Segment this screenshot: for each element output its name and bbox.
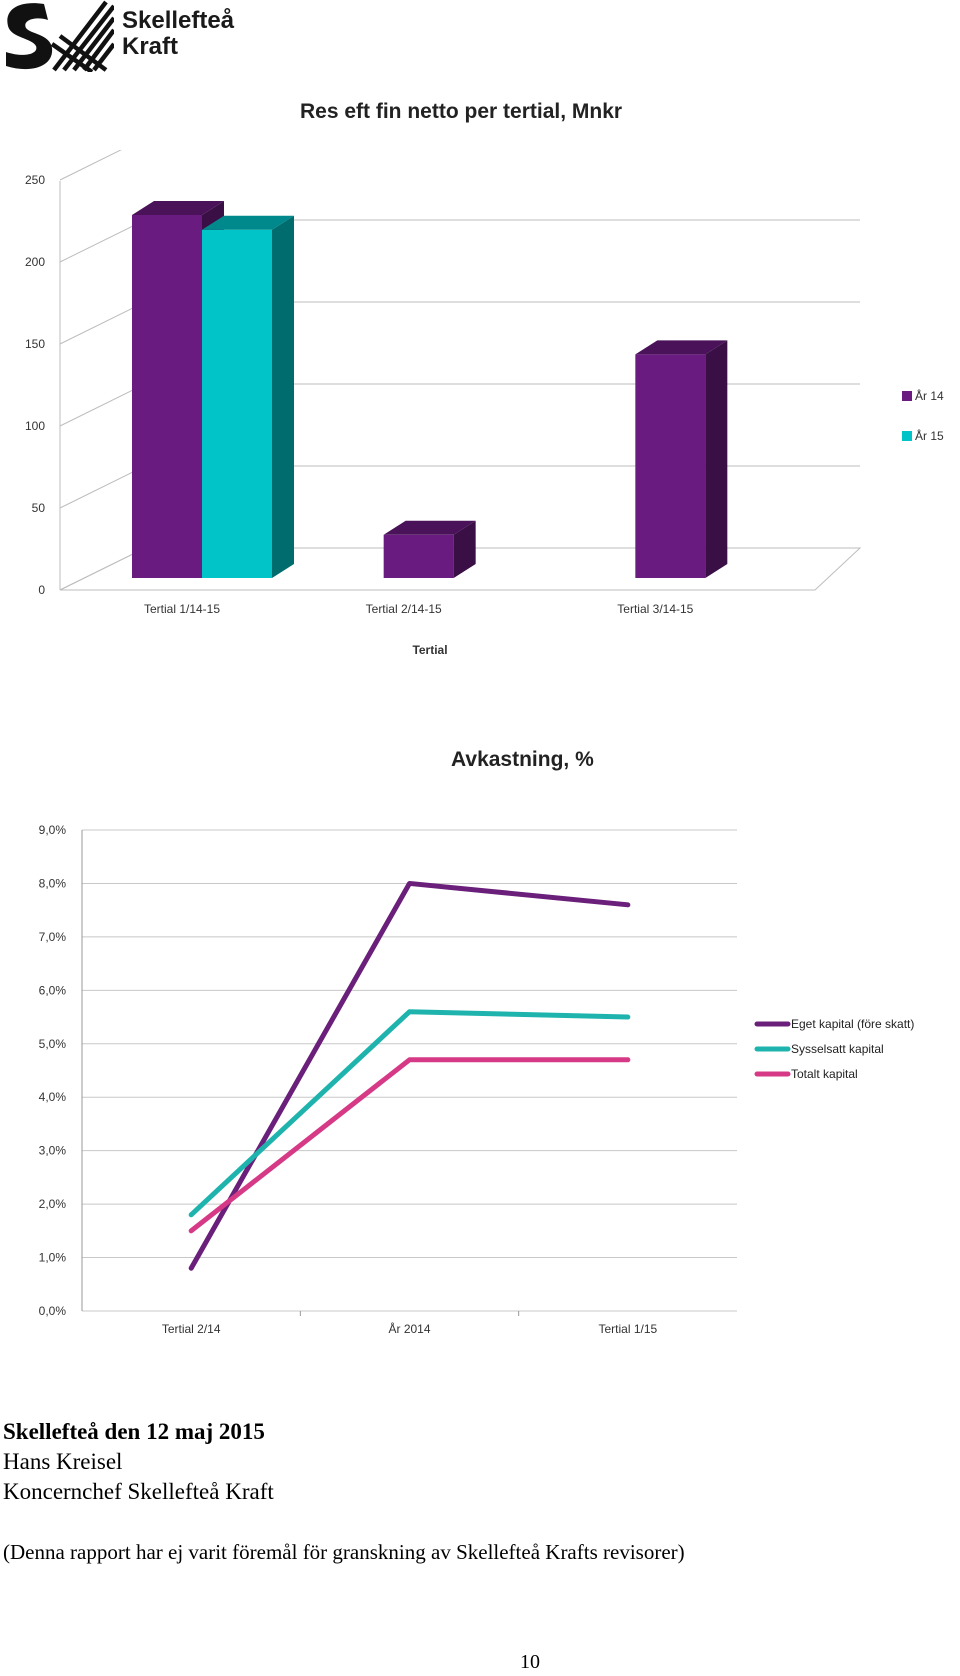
bar-legend-label: År 15 [915, 428, 944, 443]
line-x-tick-label: Tertial 1/15 [598, 1322, 657, 1336]
bar-legend-swatch [902, 431, 912, 441]
signatory-role: Koncernchef Skellefteå Kraft [3, 1479, 274, 1504]
logo-text-line1: Skellefteå [122, 7, 235, 34]
line-x-tick-label: Tertial 2/14 [162, 1322, 221, 1336]
line-chart-title: Avkastning, % [451, 748, 594, 771]
bar-x-tick-label: Tertial 3/14-15 [617, 602, 693, 616]
signatory-name: Hans Kreisel [3, 1449, 123, 1474]
bar-legend-swatch [902, 391, 912, 401]
line-point [408, 1058, 411, 1062]
bar-y-tick-label: 150 [25, 337, 45, 351]
bar-chart-title: Res eft fin netto per tertial, Mnkr [300, 100, 623, 123]
line-chart: 0,0% 1,0% 2,0% 3,0% 4,0% 5,0% 6,0% 7,0% 8,0% 9,0%… [39, 823, 915, 1336]
bar-front [383, 534, 454, 578]
line-point [626, 1015, 630, 1019]
line-series-1 [188, 1009, 631, 1218]
bar-chart: 0 50 100 150 200 250 Tertial 1/14-15 Tertial 2/… [25, 150, 944, 657]
bar-grid-diagonal [59, 465, 146, 509]
line-y-tick-label: 4,0% [39, 1090, 67, 1104]
bar-grid-diagonal [59, 383, 146, 427]
bar-y-tick-label: 0 [38, 583, 45, 597]
bar-x-tick-label: Tertial 1/14-15 [144, 602, 220, 616]
bar-front [635, 354, 706, 578]
line-point [626, 903, 630, 907]
line-point [189, 1266, 193, 1270]
bar-2-0 [635, 340, 728, 578]
line-y-tick-label: 7,0% [39, 930, 67, 944]
bar-y-tick-label: 250 [25, 173, 45, 187]
bar-grid-diagonal [59, 219, 146, 263]
line-point [408, 1010, 411, 1014]
bar-side [705, 340, 728, 578]
line-y-tick-label: 6,0% [39, 983, 67, 997]
bar-top [202, 215, 294, 230]
line-y-tick-label: 0,0% [39, 1304, 67, 1318]
bar-y-tick-label: 50 [32, 501, 46, 515]
line-y-tick-label: 1,0% [39, 1251, 67, 1265]
bar-1-0 [383, 520, 476, 578]
review-note: (Denna rapport har ej varit föremål för … [3, 1540, 685, 1564]
bar-side [453, 520, 476, 578]
bar-y-tick-label: 100 [25, 419, 45, 433]
line-legend-label: Totalt kapital [791, 1067, 858, 1081]
line-series-0 [188, 880, 631, 1271]
bar-grid-diagonal [59, 150, 122, 181]
line-legend-label: Eget kapital (före skatt) [791, 1017, 914, 1031]
bar-grid-diagonal [59, 301, 146, 345]
line-point [626, 1058, 630, 1062]
bar-y-tick-label: 200 [25, 255, 45, 269]
bar-front [132, 215, 202, 578]
page-number: 10 [520, 1651, 540, 1673]
bar-top [383, 520, 476, 535]
line-point [189, 1213, 193, 1217]
bar-x-axis-title: Tertial [412, 643, 447, 657]
company-logo: Skellefteå Kraft [2, 0, 262, 74]
line-point [408, 881, 411, 885]
logo-mark-icon [6, 0, 116, 74]
bar-0-1 [202, 215, 294, 578]
bar-top [635, 340, 728, 355]
line-y-tick-label: 9,0% [39, 823, 67, 837]
line-series-2 [188, 1057, 631, 1234]
bar-x-tick-label: Tertial 2/14-15 [366, 602, 442, 616]
bar-legend-label: År 14 [915, 388, 944, 403]
line-y-tick-label: 3,0% [39, 1144, 67, 1158]
bar-side [272, 215, 294, 578]
line-x-tick-label: År 2014 [388, 1321, 430, 1336]
logo-text-line2: Kraft [122, 33, 179, 60]
place-date: Skellefteå den 12 maj 2015 [3, 1419, 265, 1444]
line-legend-label: Sysselsatt kapital [791, 1042, 884, 1056]
bar-front [202, 229, 272, 578]
line-point [189, 1229, 193, 1233]
bar-top [132, 201, 224, 215]
line-y-tick-label: 2,0% [39, 1197, 67, 1211]
line-y-tick-label: 5,0% [39, 1037, 67, 1051]
line-y-tick-label: 8,0% [39, 876, 67, 890]
